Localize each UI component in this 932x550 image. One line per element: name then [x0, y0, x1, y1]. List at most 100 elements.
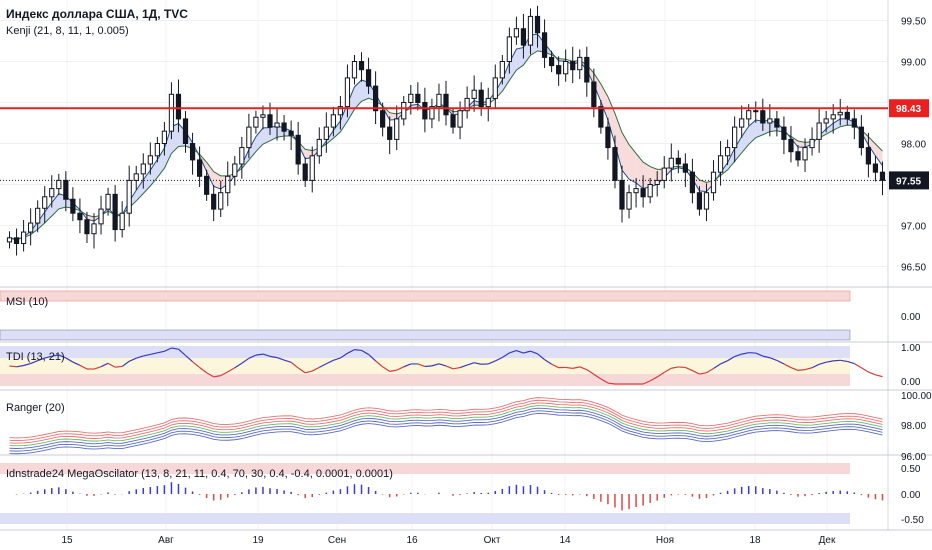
- tdi-line-segment: [438, 363, 447, 367]
- ranger-band-line: [9, 407, 883, 449]
- tdi-line-segment: [431, 363, 440, 367]
- candle-down: [288, 130, 294, 136]
- candle-down: [196, 159, 203, 177]
- tdi-line-segment: [121, 360, 130, 367]
- ma-cloud-segment: [516, 47, 524, 71]
- candle-up: [816, 122, 822, 140]
- candle-down: [605, 126, 611, 149]
- tdi-line-segment: [649, 376, 658, 382]
- y-tick-label: 99.50: [901, 17, 926, 28]
- candle-down: [63, 179, 69, 200]
- tdi-line-segment: [276, 357, 285, 361]
- tdi-line-segment: [692, 369, 700, 375]
- tdi-line-segment: [311, 366, 320, 372]
- x-tick-label: Сен: [328, 535, 346, 546]
- tdi-line-segment: [220, 371, 229, 377]
- candle-up: [457, 110, 463, 128]
- candle-up: [147, 155, 153, 165]
- y-tick-label: 98.00: [901, 140, 926, 151]
- tdi-line-segment: [290, 361, 299, 369]
- tdi-line-segment: [699, 372, 707, 375]
- tdi-line-segment: [755, 352, 764, 357]
- tdi-line-segment: [501, 352, 510, 359]
- candle-up: [464, 97, 470, 112]
- ma-cloud-segment: [44, 202, 52, 223]
- candle-up: [351, 61, 358, 79]
- tdi-line-segment: [23, 362, 31, 367]
- x-tick-label: Окт: [484, 535, 501, 546]
- candle-up: [746, 110, 752, 120]
- tdi-line-segment: [459, 364, 468, 369]
- ma-cloud-segment: [206, 162, 214, 187]
- tdi-line-segment: [58, 354, 67, 359]
- tdi-line-segment: [811, 363, 820, 369]
- tdi-line-segment: [347, 349, 355, 354]
- tdi-line-segment: [115, 365, 123, 368]
- tdi-line-segment: [551, 363, 559, 369]
- tdi-line-segment: [713, 363, 721, 370]
- candle-down: [534, 15, 541, 34]
- mega-tick-label: 0.00: [901, 490, 921, 501]
- y-tick-label: 99.00: [901, 58, 926, 69]
- candle-down: [872, 163, 879, 173]
- tdi-line-segment: [656, 371, 665, 378]
- candle-up: [323, 126, 329, 140]
- candle-down: [182, 118, 189, 145]
- candle-down: [689, 171, 696, 194]
- candle-down: [450, 114, 456, 128]
- tdi-line-segment: [157, 350, 165, 354]
- candle-up: [394, 118, 400, 140]
- candle-down: [781, 126, 787, 140]
- candle-up: [42, 196, 48, 209]
- ma-cloud-segment: [502, 62, 510, 92]
- ranger-band-line: [9, 405, 883, 447]
- candle-down: [443, 93, 449, 116]
- x-tick-label: 15: [61, 535, 73, 546]
- ranger-band-line: [9, 399, 883, 442]
- ma-cloud-segment: [347, 86, 355, 122]
- msi-tick-label: 0.00: [901, 312, 921, 323]
- tdi-line-segment: [642, 380, 651, 385]
- tdi-line-segment: [333, 357, 341, 361]
- tdi-line-segment: [136, 355, 144, 359]
- tdi-tick-label: 0.00: [901, 377, 921, 388]
- tdi-line-segment: [495, 356, 503, 362]
- tdi-line-segment: [107, 362, 116, 368]
- tdi-line-segment: [685, 366, 693, 372]
- tdi-line-segment: [150, 352, 158, 356]
- tdi-line-segment: [847, 360, 855, 365]
- candle-down: [380, 110, 386, 128]
- tdi-upper-band: [0, 346, 850, 358]
- tdi-line-segment: [199, 366, 208, 374]
- tdi-line-segment: [797, 369, 806, 371]
- tdi-line-segment: [100, 362, 109, 368]
- x-tick-label: 14: [559, 535, 571, 546]
- ranger-band-line: [9, 412, 883, 455]
- candle-down: [675, 157, 681, 165]
- candle-up: [337, 106, 344, 116]
- candle-down: [760, 110, 766, 124]
- y-tick-label: 96.50: [901, 263, 926, 274]
- ma-cloud-segment: [136, 179, 144, 201]
- candle-up: [35, 207, 41, 224]
- ranger-band-line: [9, 397, 883, 439]
- x-tick-label: 18: [749, 535, 761, 546]
- mega-tick-label: 0.50: [901, 464, 921, 475]
- tdi-line-segment: [241, 357, 250, 364]
- ma-cloud-segment: [614, 113, 622, 171]
- msi-upper-band: [0, 290, 851, 302]
- candle-up: [401, 102, 407, 120]
- tdi-line-segment: [37, 357, 45, 362]
- tdi-line-segment: [361, 349, 369, 355]
- tdi-line-segment: [79, 364, 88, 370]
- tdi-line-segment: [248, 354, 257, 359]
- tdi-line-segment: [164, 347, 172, 352]
- x-tick-label: 19: [252, 535, 264, 546]
- ma-cloud-segment: [389, 112, 397, 121]
- tdi-line-segment: [417, 363, 426, 368]
- last-price-label: 97.55: [896, 176, 921, 187]
- tdi-line-segment: [389, 369, 397, 372]
- ma-cloud-segment: [622, 132, 630, 180]
- candle-down: [548, 56, 555, 67]
- tdi-line-segment: [185, 355, 193, 363]
